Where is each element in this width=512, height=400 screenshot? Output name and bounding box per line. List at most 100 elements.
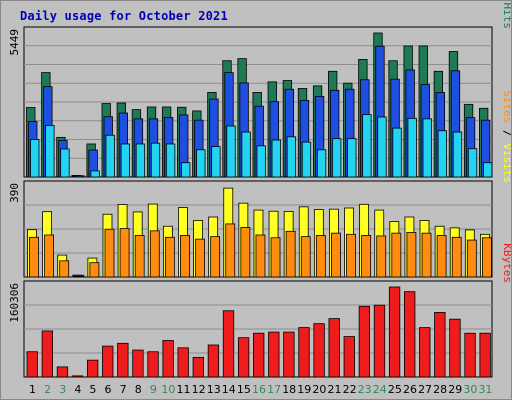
bar-pages — [377, 116, 387, 178]
bar-sites — [164, 236, 175, 278]
legend-part: Hits — [501, 3, 511, 30]
bar-sites — [436, 235, 447, 278]
legend-part: / — [501, 1, 511, 3]
bar-sites — [406, 232, 417, 278]
bar-pages — [150, 142, 161, 178]
bar-sites — [300, 236, 311, 278]
x-tick-label: 17 — [267, 383, 281, 396]
x-tick-label: 11 — [177, 383, 191, 396]
bar-sites — [346, 233, 356, 278]
bar-kbytes — [404, 291, 416, 378]
x-tick-label: 30 — [463, 383, 477, 396]
x-tick-label: 7 — [120, 383, 127, 396]
bar-sites — [119, 228, 130, 278]
bar-sites — [315, 235, 326, 278]
bar-kbytes — [102, 345, 114, 378]
bar-kbytes — [434, 312, 446, 378]
x-tick-label: 10 — [161, 383, 175, 396]
bar-kbytes — [388, 286, 401, 378]
bar-pages — [241, 131, 251, 178]
x-tick-label: 31 — [478, 383, 492, 396]
bar-pages — [181, 162, 191, 178]
bar-sites — [376, 235, 387, 278]
x-tick-label: 9 — [150, 383, 157, 396]
x-tick-label: 21 — [327, 383, 341, 396]
bar-kbytes — [86, 359, 99, 378]
bar-pages — [483, 162, 493, 178]
bar-sites — [149, 230, 160, 278]
bar-sites — [59, 260, 70, 278]
bar-sites — [466, 239, 477, 278]
bar-sites — [391, 232, 402, 278]
x-tick-label: 2 — [44, 383, 51, 396]
bar-sites — [451, 236, 462, 278]
bar-sites — [195, 238, 205, 278]
bar-kbytes — [313, 323, 325, 378]
y-tick-label: 390 — [8, 183, 21, 203]
bar-sites — [482, 237, 492, 278]
bar-sites — [240, 226, 251, 278]
bar-kbytes — [117, 342, 129, 378]
chart-title: Daily usage for October 2021 — [20, 9, 228, 23]
bar-kbytes — [207, 344, 220, 378]
bar-pages — [60, 148, 70, 178]
x-tick-label: 13 — [207, 383, 221, 396]
bar-pages — [256, 145, 266, 178]
legend-part: KBytes — [501, 243, 511, 283]
x-tick-label: 15 — [237, 383, 251, 396]
bar-kbytes — [283, 331, 295, 378]
bar-kbytes — [56, 366, 69, 378]
x-tick-label: 29 — [448, 383, 462, 396]
legend-part: Visits — [501, 143, 511, 183]
bar-pages — [316, 149, 327, 178]
y-tick-label: 160306 — [8, 283, 21, 323]
bar-kbytes — [373, 304, 386, 378]
x-tick-label: 1 — [29, 383, 36, 396]
bar-sites — [180, 235, 190, 278]
bar-kbytes — [41, 330, 53, 378]
bar-sites — [285, 230, 296, 278]
bar-sites — [270, 237, 281, 278]
x-tick-label: 25 — [388, 383, 402, 396]
bar-pages — [226, 125, 236, 178]
bar-kbytes — [253, 332, 265, 378]
bar-sites — [134, 235, 145, 278]
bar-sites — [331, 232, 341, 278]
x-tick-label: 12 — [192, 383, 206, 396]
bar-pages — [271, 139, 281, 178]
bar-pages — [165, 143, 176, 178]
bar-kbytes — [479, 332, 491, 378]
bar-pages — [45, 125, 55, 178]
x-tick-label: 3 — [59, 383, 66, 396]
bar-pages — [90, 170, 100, 178]
x-tick-label: 16 — [252, 383, 266, 396]
bar-pages — [211, 146, 221, 178]
bar-kbytes — [71, 375, 84, 378]
bar-pages — [75, 175, 85, 178]
bar-kbytes — [419, 327, 431, 378]
bar-pages — [30, 139, 40, 178]
bar-kbytes — [147, 351, 159, 378]
bar-sites — [421, 232, 432, 278]
x-tick-label: 20 — [312, 383, 326, 396]
x-tick-label: 26 — [403, 383, 417, 396]
legend-part: / — [501, 123, 511, 143]
bar-kbytes — [268, 331, 280, 378]
bar-kbytes — [26, 351, 38, 378]
bar-kbytes — [298, 327, 310, 378]
bar-pages — [286, 136, 297, 178]
bar-pages — [301, 141, 312, 178]
bar-kbytes — [132, 349, 144, 378]
bar-pages — [362, 114, 372, 178]
bar-sites — [210, 236, 221, 278]
y-tick-label: 5449 — [8, 29, 21, 56]
bar-pages — [422, 118, 432, 178]
bar-kbytes — [162, 340, 174, 378]
x-tick-label: 4 — [74, 383, 81, 396]
series-legend-hits-files-pages: Pages / Files / Hits — [501, 1, 511, 29]
bar-kbytes — [177, 347, 189, 378]
bar-sites — [44, 234, 54, 278]
x-tick-label: 5 — [89, 383, 96, 396]
bar-pages — [452, 131, 463, 178]
